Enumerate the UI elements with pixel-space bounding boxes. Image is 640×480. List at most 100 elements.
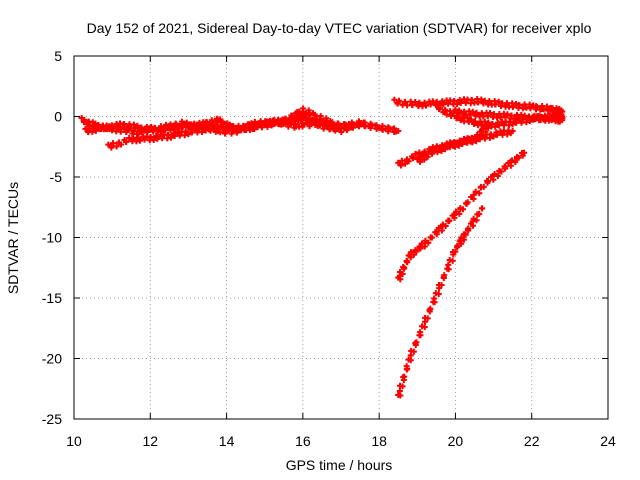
data-point [109, 140, 116, 147]
series-track-j [395, 205, 486, 399]
data-point [425, 239, 432, 246]
data-point [449, 257, 456, 264]
data-point [138, 129, 145, 136]
data-point [154, 127, 161, 134]
data-point [89, 128, 96, 135]
data-point [413, 339, 420, 346]
data-point [134, 131, 141, 138]
data-point [491, 171, 498, 178]
data-point [495, 122, 502, 129]
data-point [424, 153, 431, 160]
data-point [417, 329, 424, 336]
data-point [454, 243, 461, 250]
data-point [159, 125, 166, 132]
data-point [375, 124, 382, 131]
data-point [201, 125, 208, 132]
data-point [473, 109, 480, 116]
x-axis-label: GPS time / hours [286, 457, 393, 473]
data-point [429, 150, 436, 157]
data-point [272, 119, 279, 126]
series-track-c [78, 114, 367, 138]
data-point [188, 121, 195, 128]
y-tick-label: -10 [42, 230, 62, 246]
data-point [395, 128, 402, 135]
data-point [204, 123, 211, 130]
x-tick-label: 22 [524, 433, 540, 449]
data-point [396, 388, 403, 395]
y-tick-label: -5 [50, 169, 63, 185]
data-point [403, 257, 410, 264]
data-point [433, 228, 440, 235]
data-point [405, 158, 412, 165]
data-point [453, 208, 460, 215]
data-point [130, 121, 137, 128]
data-point [308, 120, 315, 127]
data-point [167, 121, 174, 128]
data-point [279, 121, 286, 128]
data-point [457, 99, 464, 106]
data-series [78, 95, 566, 399]
data-point [438, 281, 445, 288]
data-point [431, 295, 438, 302]
data-point [117, 128, 124, 135]
data-point [147, 133, 154, 140]
series-track-f [452, 106, 566, 125]
data-point [136, 137, 143, 144]
data-point [532, 116, 539, 123]
data-point [515, 154, 522, 161]
data-point [508, 157, 515, 164]
y-tick-label: 0 [54, 109, 62, 125]
data-point [171, 133, 178, 140]
data-point [230, 127, 237, 134]
data-point [403, 363, 410, 370]
data-point [462, 231, 469, 238]
data-point [81, 116, 88, 123]
x-tick-label: 18 [371, 433, 387, 449]
data-point [452, 248, 459, 255]
x-tick-label: 12 [142, 433, 158, 449]
data-point [512, 159, 519, 166]
data-point [508, 112, 515, 119]
data-point [422, 102, 429, 109]
data-point [446, 143, 453, 150]
data-point [258, 121, 265, 128]
data-point [398, 157, 405, 164]
x-tick-label: 20 [448, 433, 464, 449]
data-point [410, 251, 417, 258]
data-point [509, 128, 516, 135]
data-point [452, 139, 459, 146]
data-point [401, 373, 408, 380]
data-point [329, 121, 336, 128]
data-point [435, 144, 442, 151]
data-point [476, 190, 483, 197]
data-point [150, 128, 157, 135]
data-point [513, 119, 520, 126]
data-point [391, 96, 398, 103]
data-point [459, 140, 466, 147]
chart-title: Day 152 of 2021, Sidereal Day-to-day VTE… [87, 20, 592, 36]
data-point [396, 97, 403, 104]
data-point [476, 210, 483, 217]
data-point [471, 118, 478, 125]
data-point [559, 117, 566, 124]
data-point [451, 211, 458, 218]
y-tick-label: 5 [54, 48, 62, 64]
data-point [413, 248, 420, 255]
data-point [109, 124, 116, 131]
data-point [446, 217, 453, 224]
data-point [502, 163, 509, 170]
y-tick-label: -20 [42, 351, 62, 367]
data-point [469, 108, 476, 115]
data-point [134, 122, 141, 129]
y-tick-label: -15 [42, 290, 62, 306]
data-point [217, 129, 224, 136]
data-point [494, 173, 501, 180]
data-point [417, 153, 424, 160]
data-point [189, 129, 196, 136]
data-point [421, 324, 428, 331]
data-point [480, 183, 487, 190]
data-point [464, 199, 471, 206]
data-point [416, 149, 423, 156]
x-tick-label: 24 [600, 433, 616, 449]
